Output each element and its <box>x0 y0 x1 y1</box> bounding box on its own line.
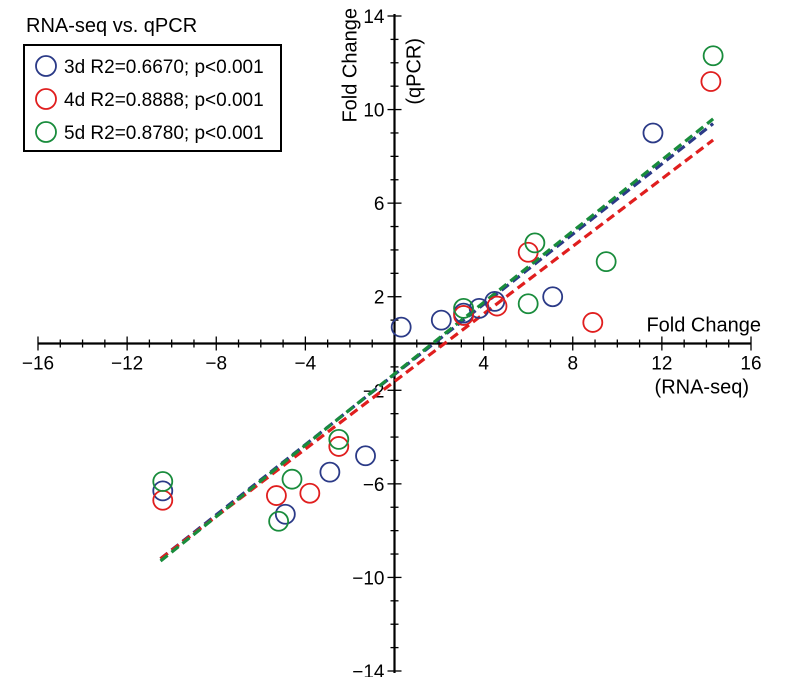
axis-labels: Fold Change (RNA-seq) Fold Change (qPCR) <box>340 8 762 399</box>
data-point-series-3 <box>268 510 290 532</box>
x-tick-label: 16 <box>740 354 761 375</box>
data-point-series-2 <box>700 71 722 92</box>
data-point-series-2 <box>299 482 321 504</box>
y-tick-label: 14 <box>363 7 385 28</box>
x-tick-label: 12 <box>651 354 672 375</box>
x-tick-label: 8 <box>567 354 578 375</box>
data-point-series-3 <box>453 298 474 319</box>
data-point-series-1 <box>274 503 296 525</box>
legend-marker-series-2 <box>35 88 57 110</box>
chart-title: RNA-seq vs. qPCR <box>26 15 197 37</box>
y-axis-label-line2: (qPCR) <box>404 38 426 105</box>
data-point-series-2 <box>453 305 474 326</box>
legend-box <box>23 44 282 152</box>
data-point-series-3 <box>524 232 546 254</box>
data-point-series-1 <box>319 461 341 483</box>
data-point-series-3 <box>281 468 303 490</box>
legend: RNA-seq vs. qPCR 3d R2=0.6670; p<0.001 4d… <box>23 15 282 152</box>
data-point-series-1 <box>355 445 376 467</box>
y-tick-label: −10 <box>352 568 384 589</box>
y-tick-label: −6 <box>363 475 385 496</box>
data-point-series-1 <box>152 480 174 502</box>
x-axis-label-line1: Fold Change <box>646 315 761 337</box>
data-point-series-2 <box>328 436 350 457</box>
data-point-series-1 <box>642 122 664 144</box>
x-axis-label-line2: (RNA-seq) <box>655 377 749 399</box>
data-point-series-3 <box>517 293 539 315</box>
data-point-series-2 <box>582 312 604 333</box>
data-point-series-2 <box>266 485 287 506</box>
y-axis-label-line1: Fold Change <box>340 8 362 123</box>
data-point-series-1 <box>430 309 452 331</box>
data-points <box>152 45 724 532</box>
y-tick-label: −14 <box>352 662 385 677</box>
x-tick-label: −16 <box>22 354 54 375</box>
data-point-series-3 <box>328 429 350 450</box>
x-tick-label: −12 <box>111 354 143 375</box>
legend-marker-series-1 <box>35 55 57 77</box>
data-point-series-3 <box>702 45 724 67</box>
data-point-series-1 <box>390 316 412 338</box>
data-point-series-3 <box>152 471 174 492</box>
data-point-series-3 <box>595 251 617 273</box>
legend-label-series-1: 3d R2=0.6670; p<0.001 <box>64 57 264 78</box>
fit-line-series-3 <box>159 117 715 563</box>
fit-lines <box>159 117 715 563</box>
legend-label-series-2: 4d R2=0.8888; p<0.001 <box>64 90 264 111</box>
x-tick-label: 4 <box>478 354 489 375</box>
data-point-series-2 <box>486 295 508 317</box>
x-tick-label: −4 <box>295 354 317 375</box>
y-tick-label: 10 <box>363 101 384 122</box>
x-tick-label: −8 <box>205 354 227 375</box>
data-point-series-1 <box>542 286 564 308</box>
legend-label-series-3: 5d R2=0.8780; p<0.001 <box>64 123 264 144</box>
legend-marker-series-3 <box>35 121 57 143</box>
y-tick-label: 2 <box>374 288 385 309</box>
y-tick-label: 6 <box>374 194 385 215</box>
